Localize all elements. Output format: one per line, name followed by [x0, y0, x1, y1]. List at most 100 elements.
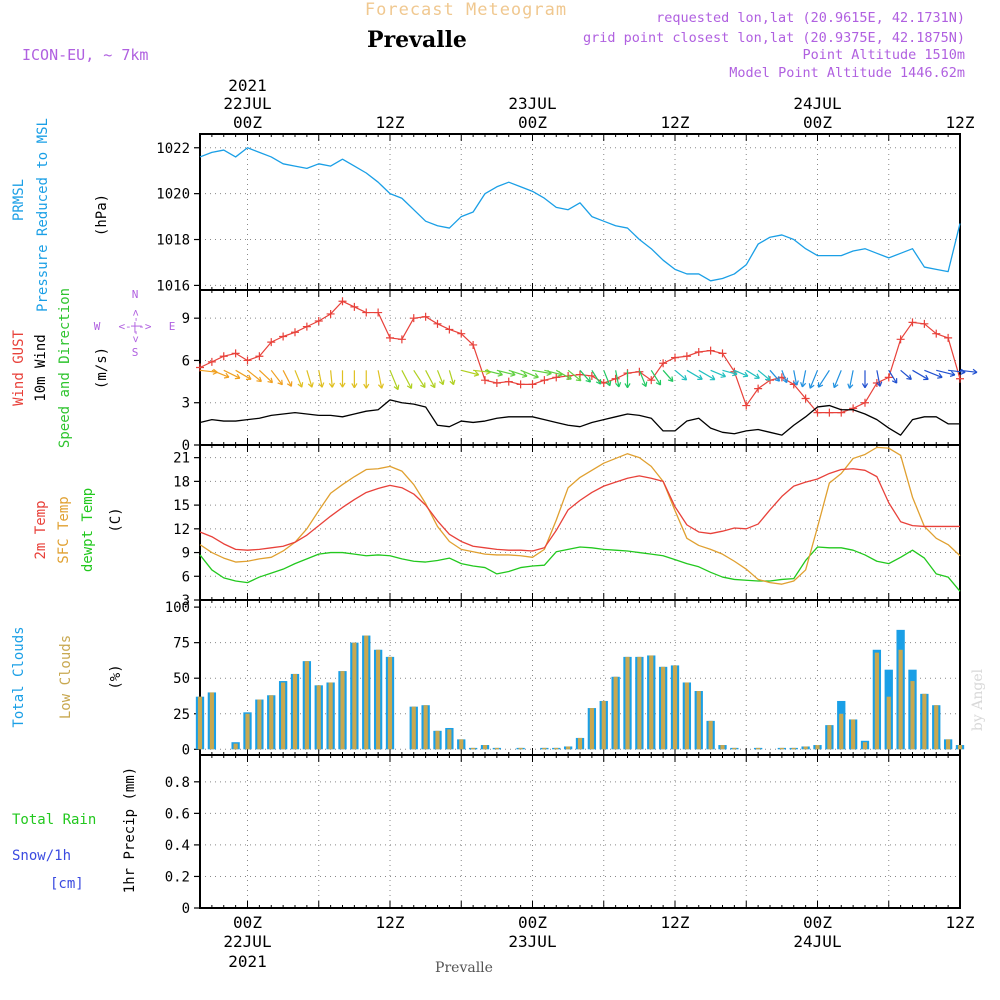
gust-marker [682, 352, 691, 361]
temperature-ytick-label: 15 [173, 498, 190, 514]
precipitation-panel: 0 0.2 0.4 0.6 0.8 [165, 754, 961, 917]
low-cloud-bar [447, 729, 452, 750]
sfc-temp-label: SFC Temp [56, 496, 72, 563]
low-cloud-bar [827, 725, 832, 750]
top-tick-label: 00Z [518, 113, 547, 132]
gust-marker [231, 349, 240, 358]
gust-marker [338, 297, 347, 306]
wind-direction-arrowhead [585, 377, 592, 383]
wind-unit: (m/s) [94, 347, 110, 389]
low-cloud-bar [589, 708, 594, 750]
cloud-labels: Total Clouds Low Clouds (%) [11, 626, 124, 727]
low-cloud-bar [720, 745, 725, 750]
wind-direction-arrowhead [697, 374, 703, 380]
wind-direction-arrow [555, 369, 572, 380]
wind-direction-arrowhead [267, 377, 274, 384]
wind-direction-arrow [710, 369, 726, 378]
precip-axis-label: 1hr Precip (mm) [122, 767, 138, 893]
wind-direction-arrow [722, 369, 738, 375]
wind-direction-arrowhead [949, 370, 956, 377]
place-title: Prevalle [367, 27, 467, 53]
top-date-label: 23JUL [508, 94, 556, 113]
low-cloud-bar [862, 742, 868, 750]
gust-marker [504, 377, 513, 386]
low-cloud-bar [910, 681, 915, 750]
wind-direction-arrow [294, 370, 303, 388]
low-cloud-bar [542, 747, 547, 750]
gust-marker [932, 329, 941, 338]
bottom-date-label: 22JUL [223, 932, 271, 951]
low-cloud-bar [328, 682, 333, 750]
gust-marker [291, 328, 299, 337]
temperature-ytick-label: 6 [182, 569, 190, 585]
low-cloud-bar [601, 700, 606, 750]
low-cloud-bar [779, 747, 784, 750]
low-cloud-bar [411, 706, 416, 750]
gust-marker [481, 376, 489, 385]
gust-marker [279, 332, 288, 341]
wind-direction-arrowhead [861, 383, 869, 389]
wind-direction-arrowhead [246, 374, 252, 380]
pressure-label-1: PRMSL [11, 179, 27, 221]
pressure-unit: (hPa) [94, 194, 110, 236]
precipitation-ytick-label: 0.4 [165, 838, 190, 854]
gust-marker [754, 384, 763, 393]
wind-direction-arrowhead [891, 378, 898, 384]
pressure-line [199, 147, 961, 282]
precipitation-ytick-label: 0.6 [165, 806, 190, 822]
wind-direction-arrow [912, 369, 929, 380]
wind-direction-arrow [848, 370, 854, 389]
t2m-line [199, 468, 960, 552]
wind-direction-arrow [473, 369, 491, 373]
low-cloud-bar [245, 713, 250, 750]
low-cloud-bar [708, 720, 713, 750]
wind-ytick-label: 9 [182, 311, 190, 327]
wind-direction-arrow [401, 370, 412, 389]
low-cloud-bar [518, 747, 523, 750]
precipitation-frame [199, 754, 961, 909]
low-cloud-bar [209, 692, 214, 750]
wind-direction-arrow [436, 370, 444, 385]
wind-direction-arrowhead [972, 368, 978, 375]
wind-direction-arrowhead [223, 372, 230, 379]
clouds-frame [199, 599, 961, 756]
clouds-ytick-label: 75 [173, 636, 190, 652]
compass-east: E [169, 320, 176, 333]
low-cloud-bar [257, 699, 262, 750]
wind-direction-arrow [615, 370, 620, 388]
gust-marker [350, 302, 359, 311]
top-tick-label: 12Z [661, 113, 690, 132]
dewpt-label: dewpt Temp [80, 488, 96, 572]
low-cloud-bar [292, 673, 298, 750]
gust-marker [825, 408, 834, 417]
requested-coords: requested lon,lat (20.9615E, 42.1731N) [656, 10, 965, 26]
wind-direction-arrowhead [420, 382, 426, 389]
wind-direction-arrowhead [832, 382, 839, 389]
low-cloud-bar [672, 665, 678, 750]
temperature-ytick-label: 12 [173, 522, 190, 538]
gust-marker [267, 338, 276, 347]
gust-marker [849, 404, 858, 413]
top-year-label: 2021 [228, 76, 267, 95]
gust-marker [528, 380, 537, 389]
wind-direction-arrow [888, 370, 898, 384]
bottom-date-label: 24JUL [793, 932, 841, 951]
wind-direction-arrowhead [641, 381, 648, 388]
wind-direction-arrow [936, 369, 956, 376]
wind-direction-arrowhead [667, 376, 674, 382]
compass-rose: N S W E <-|-> <-|-> [94, 288, 176, 359]
wind-direction-arrowhead [681, 375, 688, 381]
wind-direction-arrowhead [328, 382, 335, 388]
precipitation-ytick-label: 0.8 [165, 775, 190, 791]
wind-direction-arrow [948, 369, 966, 373]
top-date-label: 22JUL [223, 94, 271, 113]
wind-direction-arrow [318, 370, 323, 388]
pressure-label-2: Pressure Reduced to MSL [35, 118, 51, 312]
gust-label: Wind GUST [11, 330, 27, 406]
wind-direction-arrow [484, 369, 503, 376]
clouds-ytick-label: 25 [173, 707, 190, 723]
wind-direction-arrowhead [709, 374, 716, 381]
low-cloud-bar [554, 747, 559, 750]
gust-marker [706, 346, 715, 355]
top-tick-label: 00Z [233, 113, 262, 132]
